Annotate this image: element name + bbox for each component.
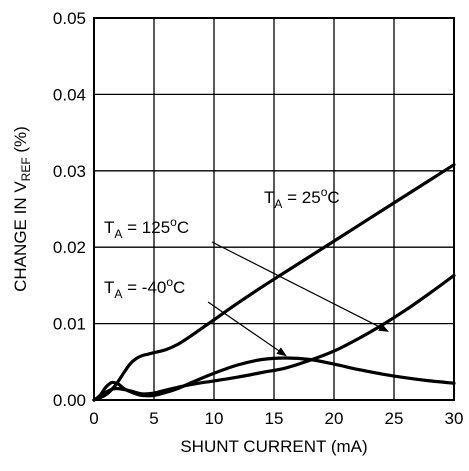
series-line-25c xyxy=(92,163,456,402)
series-layer xyxy=(92,163,456,402)
x-tick-label: 5 xyxy=(149,409,158,428)
annotation-minus40c-arrow xyxy=(207,301,287,357)
grid xyxy=(94,18,454,400)
annotation-125c: TA = 125oC xyxy=(104,215,189,241)
y-tick-label: 0.02 xyxy=(53,238,86,257)
y-axis-title-prefix: CHANGE IN V xyxy=(11,181,30,292)
y-tick-label: 0.00 xyxy=(53,391,86,410)
y-axis-title-subscript: REF xyxy=(19,157,33,181)
x-tick-label: 15 xyxy=(265,409,284,428)
tick-labels: 0 5 10 15 20 25 30 0.00 0.01 0.02 0.03 0.04 0.05 xyxy=(53,9,464,428)
y-tick-label: 0.05 xyxy=(53,9,86,28)
x-tick-label: 25 xyxy=(385,409,404,428)
x-tick-label: 0 xyxy=(89,409,98,428)
x-tick-label: 10 xyxy=(205,409,224,428)
annotation-minus40c: TA = -40oC xyxy=(104,275,185,301)
y-axis-title: CHANGE IN VREF (%) xyxy=(11,126,33,292)
y-tick-label: 0.04 xyxy=(53,85,86,104)
plot-frame xyxy=(93,17,455,401)
series-line-minus40c xyxy=(92,356,456,402)
y-tick-label: 0.03 xyxy=(53,162,86,181)
x-tick-label: 20 xyxy=(325,409,344,428)
y-axis-title-suffix: (%) xyxy=(11,126,30,157)
y-tick-label: 0.01 xyxy=(53,315,86,334)
x-axis-title: SHUNT CURRENT (mA) xyxy=(180,437,367,456)
series-line-125c xyxy=(92,273,456,402)
x-tick-label: 30 xyxy=(445,409,464,428)
annotations: TA = 25oC TA = 125oC TA = -40oC xyxy=(104,185,389,357)
annotation-125c-arrow xyxy=(211,241,389,332)
annotation-25c: TA = 25oC xyxy=(264,185,340,211)
